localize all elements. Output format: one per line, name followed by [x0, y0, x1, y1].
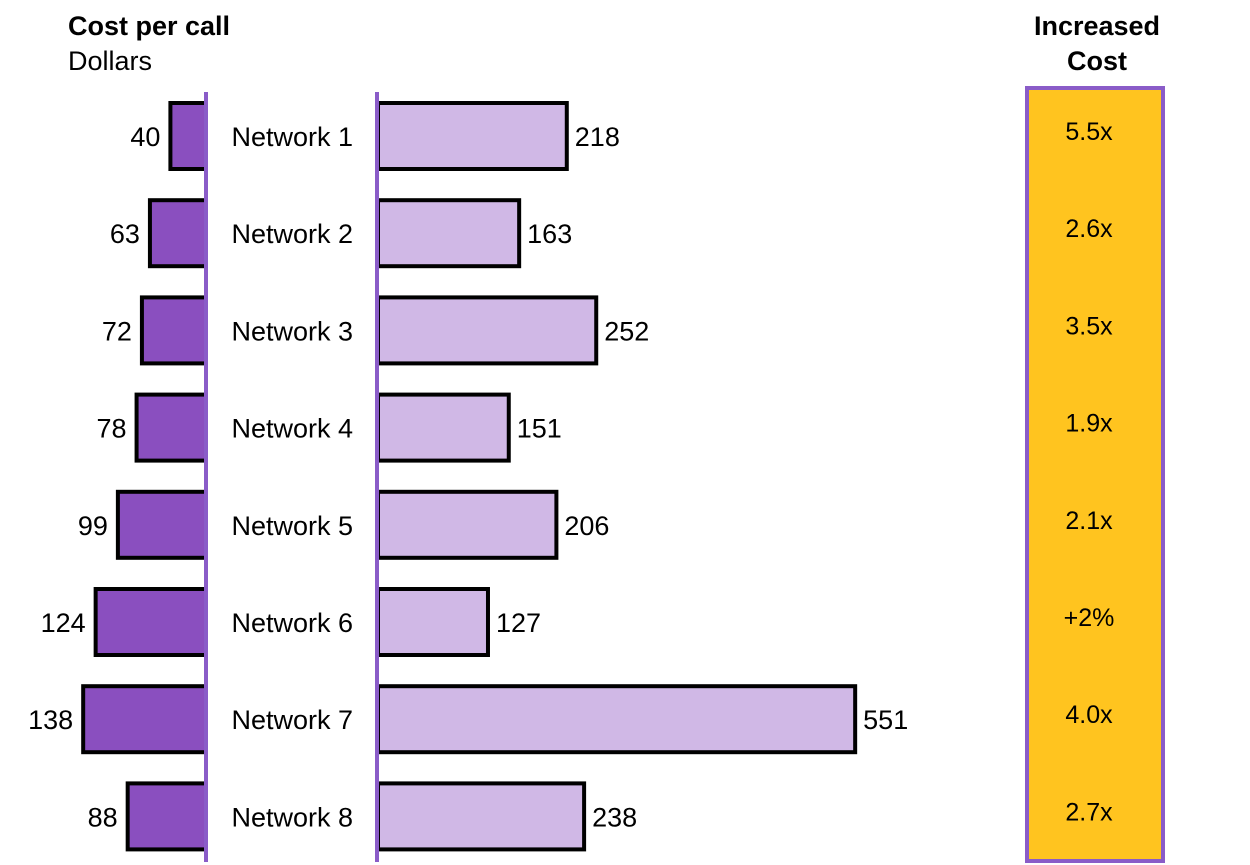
category-label: Network 1: [231, 122, 353, 152]
increased-cost-value: 3.5x: [1065, 312, 1113, 340]
category-label: Network 4: [231, 414, 353, 444]
left-bar: [125, 781, 208, 852]
category-label: Network 3: [231, 316, 353, 346]
increased-cost-value: 2.1x: [1065, 507, 1113, 535]
left-bar-value: 88: [88, 802, 118, 832]
category-label: Network 6: [231, 608, 353, 638]
right-bar-value: 151: [517, 414, 562, 444]
left-bar-value: 72: [102, 316, 132, 346]
right-bar-value: 551: [863, 705, 908, 735]
left-bar: [134, 392, 208, 463]
left-bar: [147, 198, 208, 269]
right-bar: [376, 101, 569, 171]
increased-cost-value: 2.7x: [1065, 798, 1113, 826]
category-label: Network 8: [231, 802, 353, 832]
category-label: Network 2: [231, 219, 353, 249]
left-bar-value: 99: [78, 511, 108, 541]
increased-cost-box: [1025, 86, 1165, 863]
left-bar: [139, 295, 208, 366]
right-bar: [376, 198, 522, 269]
left-bar-value: 63: [110, 219, 140, 249]
left-bar: [168, 101, 208, 171]
left-bar-value: 78: [97, 414, 127, 444]
increased-cost-value: 4.0x: [1065, 701, 1113, 729]
right-bar: [376, 392, 511, 463]
left-bar-value: 138: [28, 705, 73, 735]
increased-cost-header-line1: Increased: [1034, 11, 1160, 41]
right-bar: [376, 489, 559, 560]
increased-cost-value: +2%: [1064, 604, 1115, 632]
right-bar: [376, 295, 599, 366]
right-bar: [376, 781, 587, 852]
left-bar-value: 40: [130, 122, 160, 152]
right-bar-value: 206: [564, 511, 609, 541]
chart-subtitle: Dollars: [68, 46, 152, 76]
right-bar-value: 218: [575, 122, 620, 152]
left-bar: [93, 587, 208, 657]
left-bar-value: 124: [41, 608, 86, 638]
increased-cost-value: 5.5x: [1065, 118, 1113, 146]
increased-cost-value: 2.6x: [1065, 215, 1113, 243]
right-bar-value: 163: [527, 219, 572, 249]
right-bar-value: 238: [592, 802, 637, 832]
right-bar-value: 252: [604, 316, 649, 346]
left-bar: [115, 489, 208, 560]
chart-title: Cost per call: [68, 11, 230, 41]
category-label: Network 5: [231, 511, 353, 541]
increased-cost-value: 1.9x: [1065, 410, 1113, 438]
left-bar: [81, 684, 208, 755]
increased-cost-header-line2: Cost: [1067, 46, 1127, 76]
right-bar: [376, 587, 490, 657]
category-label: Network 7: [231, 705, 353, 735]
right-bar-value: 127: [496, 608, 541, 638]
right-bar: [376, 684, 858, 755]
